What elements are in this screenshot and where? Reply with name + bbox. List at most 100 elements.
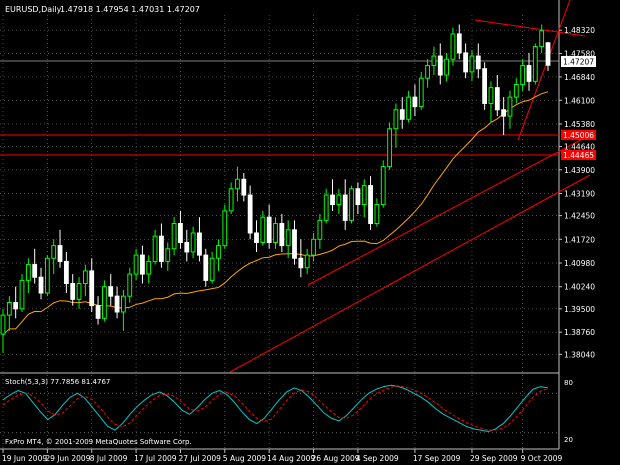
candle-body bbox=[76, 283, 82, 300]
candle-body bbox=[488, 87, 494, 104]
candle-body bbox=[545, 42, 551, 66]
stoch-level-80: 80 bbox=[564, 379, 573, 387]
time-tick-label: 26 Aug 2009 bbox=[312, 454, 360, 463]
trendline-steep bbox=[517, 0, 571, 141]
candle-body bbox=[494, 87, 500, 111]
candle-body bbox=[507, 96, 513, 117]
ma-line bbox=[2, 91, 549, 336]
price-tick-label: 1.47580 bbox=[564, 50, 595, 59]
candle-body bbox=[437, 55, 443, 76]
candle-body bbox=[463, 52, 469, 73]
candle-body bbox=[342, 194, 348, 221]
candle-body bbox=[292, 229, 297, 259]
time-tick-label: 9 Oct 2009 bbox=[521, 454, 563, 463]
candle-body bbox=[235, 178, 240, 190]
candle-body bbox=[165, 248, 171, 262]
price-tick-label: 1.40980 bbox=[564, 259, 595, 268]
candle-body bbox=[298, 257, 304, 269]
candle-body bbox=[89, 270, 95, 307]
candle-body bbox=[425, 65, 430, 79]
candle-body bbox=[482, 68, 488, 104]
price-tick-label: 1.44640 bbox=[564, 142, 595, 151]
copyright: FxPro MT4, © 2001-2009 MetaQuotes Softwa… bbox=[5, 438, 192, 446]
trendlines bbox=[0, 0, 591, 373]
price-axis: 1.38040 1.38760 1.39500 1.40240 1.40980 1.417… bbox=[559, 26, 595, 359]
time-tick-label: 14 Aug 2009 bbox=[267, 454, 315, 463]
candle-body bbox=[349, 188, 354, 221]
candle-body bbox=[311, 238, 316, 256]
candle-body bbox=[114, 295, 120, 313]
time-tick-label: 29 Jun 2009 bbox=[45, 454, 90, 463]
candle-body bbox=[171, 223, 177, 250]
candle-body bbox=[146, 260, 152, 275]
candle-body bbox=[32, 264, 38, 278]
price-tick-label: 1.48320 bbox=[564, 26, 595, 35]
candle-body bbox=[247, 194, 253, 234]
candle-body bbox=[82, 270, 88, 285]
candle-body bbox=[121, 295, 126, 313]
candle-body bbox=[101, 286, 107, 319]
price-tick-label: 1.46100 bbox=[564, 96, 595, 105]
candle-body bbox=[450, 33, 456, 60]
candle-body bbox=[178, 223, 183, 243]
current-price-label: 1.47207 bbox=[563, 58, 594, 67]
candle-body bbox=[412, 96, 418, 108]
candle-body bbox=[406, 96, 411, 120]
candle-body bbox=[418, 77, 424, 108]
price-tick-label: 1.43900 bbox=[564, 166, 595, 175]
candle-body bbox=[95, 305, 101, 319]
time-tick-label: 17 Sep 2009 bbox=[413, 454, 461, 463]
candle-body bbox=[330, 194, 335, 206]
stochastic-panel bbox=[0, 384, 559, 434]
hline2-tag bbox=[561, 150, 596, 160]
trendline-lower bbox=[229, 174, 591, 373]
candle-body bbox=[133, 254, 139, 275]
time-tick-label: 4 Sep 2009 bbox=[356, 454, 399, 463]
candle-body bbox=[355, 188, 361, 206]
price-tick-label: 1.38040 bbox=[564, 350, 595, 359]
hline1-tag bbox=[561, 130, 596, 140]
candle-body bbox=[190, 232, 196, 253]
candle-body bbox=[216, 245, 221, 259]
candle-body bbox=[361, 185, 367, 206]
candle-body bbox=[51, 245, 57, 259]
candle-body bbox=[108, 286, 114, 297]
candle-body bbox=[209, 257, 215, 281]
price-tick-label: 1.45380 bbox=[564, 120, 595, 129]
price-tick-label: 1.46840 bbox=[564, 73, 595, 82]
candle-body bbox=[336, 194, 342, 206]
candle-body bbox=[6, 301, 12, 316]
candle-body bbox=[152, 235, 158, 262]
ohlc-values: 1.47918 1.47954 1.47031 1.47207 bbox=[60, 5, 200, 14]
candle-body bbox=[317, 219, 323, 240]
candle-body bbox=[387, 128, 392, 168]
price-tick-label: 1.42450 bbox=[564, 212, 595, 221]
candle-body bbox=[184, 241, 190, 253]
price-tick-label: 1.40240 bbox=[564, 283, 595, 292]
candle-body bbox=[127, 273, 133, 297]
candle-body bbox=[368, 185, 373, 225]
price-tick-label: 1.43190 bbox=[564, 190, 595, 199]
price-tick-label: 1.39500 bbox=[564, 305, 595, 314]
candle-body bbox=[228, 188, 234, 212]
candle-body bbox=[539, 30, 545, 48]
time-tick-label: 17 Jul 2009 bbox=[134, 454, 177, 463]
trendline-channel bbox=[307, 134, 591, 286]
candle-body bbox=[25, 264, 31, 281]
candle-body bbox=[44, 257, 50, 294]
candle-body bbox=[279, 223, 285, 247]
candle-body bbox=[38, 276, 44, 294]
candle-body bbox=[501, 109, 507, 117]
candle-body bbox=[513, 84, 519, 98]
candle-body bbox=[222, 210, 228, 247]
candle-body bbox=[399, 109, 405, 120]
time-tick-label: 19 Jun 2009 bbox=[2, 454, 47, 463]
stoch-label: Stoch(5,3,3) 77.7856 81.4767 bbox=[5, 378, 110, 386]
candles bbox=[0, 24, 551, 354]
candle-body bbox=[526, 65, 532, 82]
candle-body bbox=[380, 166, 386, 206]
candle-body bbox=[266, 216, 272, 243]
candle-body bbox=[0, 314, 6, 335]
candle-body bbox=[159, 235, 164, 262]
